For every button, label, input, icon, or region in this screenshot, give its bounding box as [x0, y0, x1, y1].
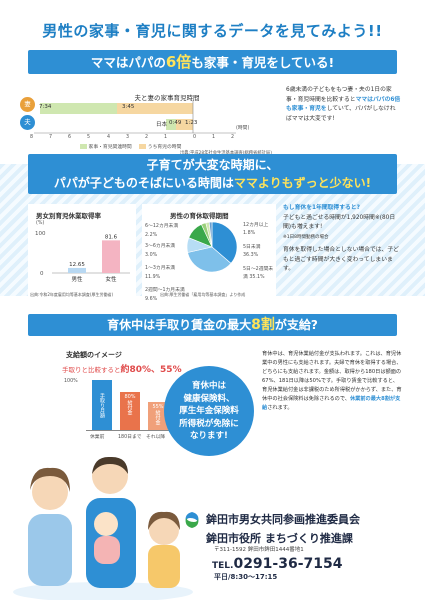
family-illustration: [13, 456, 193, 600]
housework-source: 出典:平成28年社会生活基本調査(総務省統計局): [180, 150, 272, 156]
pie-slice-6: [208, 221, 213, 248]
section3-side-text: 育休中は、育児休業給付金が支払われます。これは、育児休業中の男性にも支給されます…: [262, 351, 402, 411]
office-hours: 平日/8:30〜17:15: [214, 573, 278, 581]
y-tick-0: 0: [40, 271, 44, 277]
phone-number[interactable]: TEL.0291-36-7154: [212, 556, 343, 572]
section2-banner: 子育てが大変な時期に、 パパが子どものそばにいる時間はママよりもずっと少ない!: [28, 154, 397, 194]
bar-value-label: 81.6: [105, 234, 118, 240]
benefit-image-title: 支給額のイメージ: [66, 351, 122, 359]
leave-period-source: 出典:厚生労働省「雇用均等基本調査」より作成: [160, 292, 246, 297]
wife-total-value: 7:34: [39, 104, 52, 110]
address: 〒311-1592 鉾田市鉾田1444番地1: [214, 547, 304, 553]
section1-side-text: 6歳未満の子どもをもつ妻・夫の1日の家事・育児時間を比較するとママはパパの6倍も…: [286, 87, 401, 122]
page-title: 男性の家事・育児に関するデータを見てみよう!!: [42, 22, 383, 40]
bar-baseline: [86, 430, 174, 431]
pie-labels-right: 12カ月以上 1.8% 5日未満 36.3% 5日〜2週間未満 35.1%: [243, 222, 277, 282]
section3-banner: 育休中は手取り賃金の最大8割が支給?: [28, 314, 397, 336]
pie-label: 3〜6カ月未満 3.0%: [145, 244, 176, 258]
bar-category-label: 女性: [105, 275, 117, 282]
housework-unit: (時間): [236, 126, 250, 131]
pie-label: 5日未満 36.3%: [243, 245, 261, 258]
pie-label: 12カ月以上 1.8%: [243, 223, 269, 236]
leave-rate-chart: 100 0 12.65 男性 81.6 女性: [35, 231, 130, 282]
benefit-compare: 手取りと比較すると約80%、55%: [62, 365, 182, 375]
bar-category-label: 男性: [71, 275, 83, 282]
pie-slice-1: [187, 246, 232, 273]
pie-label: 5日〜2週間未満 35.1%: [243, 267, 274, 280]
exemption-circle: 育休中は 健康保険料、 厚生年金保険料 所得税が免除に なります!: [164, 366, 254, 456]
y-tick-100: 100: [35, 231, 46, 237]
leave-rate-source: 出典:令和2年度雇用均等基本調査(厚生労働省): [30, 292, 114, 297]
pct-100-label: 100%: [64, 379, 78, 384]
bar-x-label: 180日まで: [118, 435, 142, 440]
pie-slice-0: [211, 221, 238, 264]
country-label: 日本: [156, 122, 168, 128]
housework-chart: [34, 100, 236, 134]
bar-x-label: 休業前: [90, 435, 105, 440]
bar-男性: [68, 267, 86, 273]
leave-rate-title: 男女別育児休業取得率: [36, 212, 101, 220]
housework-legend: 家事・育児関連時間 うち育児の時間: [80, 143, 181, 150]
bar-value-label: 12.65: [69, 262, 85, 268]
pie-labels-left: 6〜12カ月未満 2.2% 3〜6カ月未満 3.0% 1〜3カ月未満 11.9%…: [145, 222, 187, 304]
bar-before: 手取り月額: [92, 380, 112, 430]
wife-child-bar: [117, 103, 193, 114]
leave-period-pie: [186, 221, 238, 273]
bar-after: 55% 給付金: [148, 402, 168, 430]
section2-side-text: もし育休を1年間取得すると? 子どもと過ごせる時間が1,920時間※(80日間)…: [283, 205, 399, 272]
husband-total-value: 1:23: [185, 120, 198, 126]
wife-child-value: 3:45: [122, 104, 135, 110]
husband-child-bar: [176, 119, 193, 130]
org-logo: [185, 512, 199, 528]
bar-x-label: それ以降: [146, 435, 166, 440]
leave-rate-unit: (%): [36, 221, 45, 226]
wife-total-bar: [40, 103, 193, 114]
pie-label: 6〜12カ月未満 2.2%: [145, 224, 179, 238]
husband-child-value: 0:49: [169, 120, 182, 126]
wife-badge: 妻: [20, 97, 35, 112]
org-name-1: 鉾田市男女共同参画推進委員会: [206, 513, 360, 526]
org-name-2: 鉾田市役所 まちづくり推進課: [206, 532, 353, 545]
housework-axis: 8 7 6 5 4 3 2 1 0 1 2: [30, 135, 235, 140]
pie-label: 2週間〜1カ月未満 9.6%: [145, 288, 185, 302]
husband-badge: 夫: [20, 115, 35, 130]
section1-banner: ママはパパの6倍も家事・育児をしている!: [28, 50, 397, 74]
housework-chart-title: 夫と妻の家事育児時間: [134, 94, 200, 102]
leave-period-title: 男性の育休取得期間: [170, 212, 229, 220]
pie-label: 1〜3カ月未満 11.9%: [145, 266, 176, 280]
bar-180: 80% 給付金: [120, 392, 140, 430]
bar-女性: [102, 240, 120, 273]
